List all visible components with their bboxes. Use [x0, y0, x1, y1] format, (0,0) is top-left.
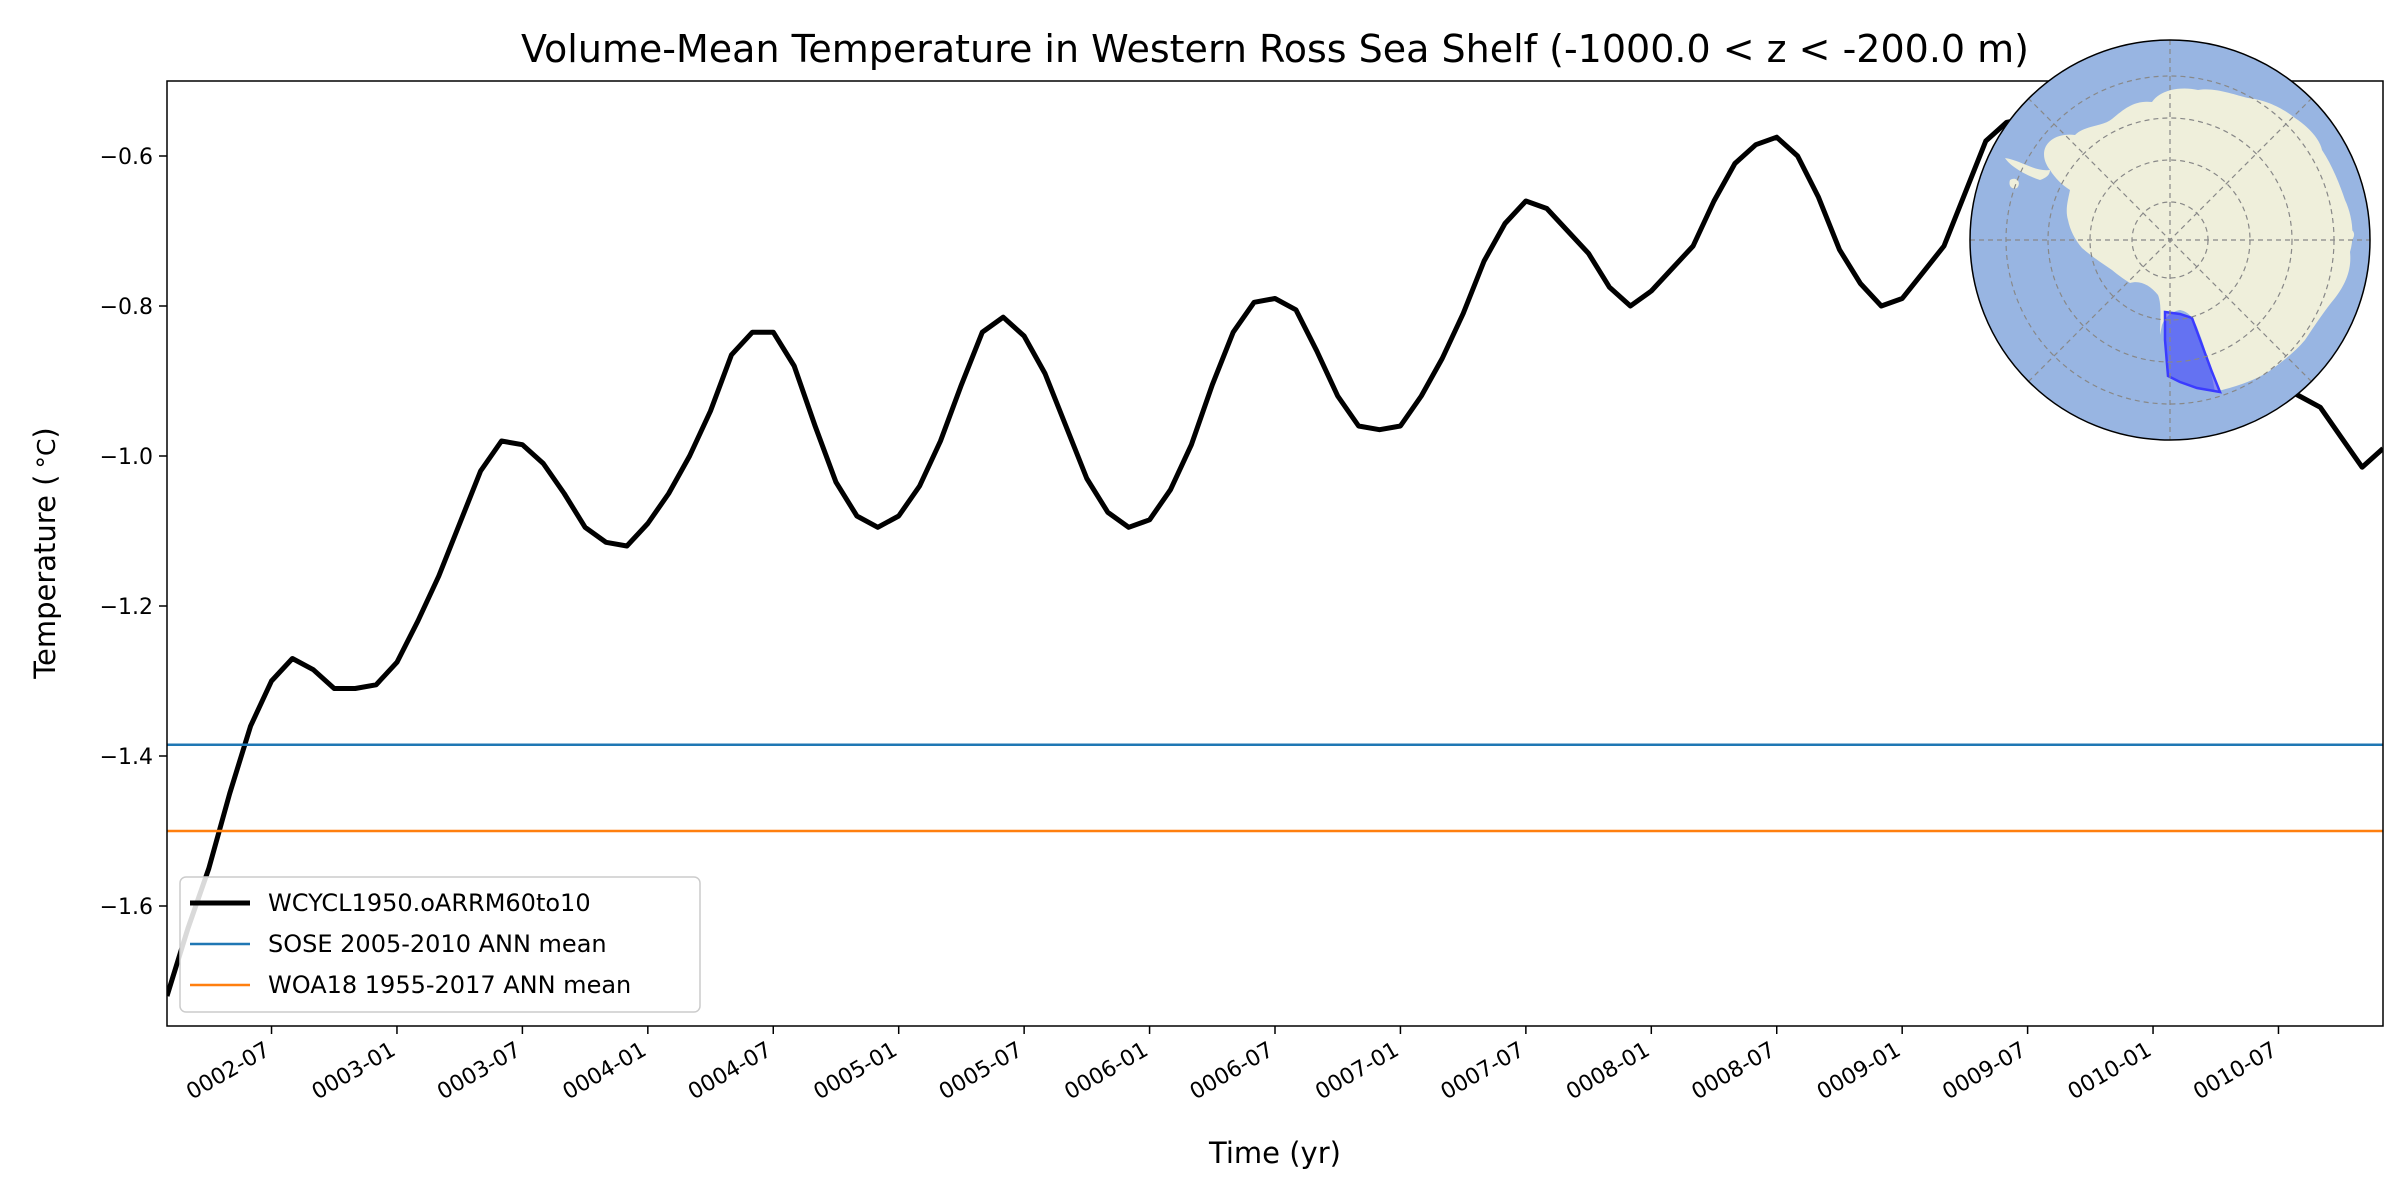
y-tick-label: −0.8	[100, 295, 153, 320]
x-tick-label: 0008-07	[1688, 1038, 1780, 1106]
globe-outline	[1969, 39, 2371, 441]
legend-box	[179, 876, 701, 1013]
graticule	[1970, 40, 2370, 440]
region-inset-map	[1969, 39, 2371, 441]
y-tick-label: −1.0	[100, 445, 153, 470]
y-axis-label-close: )	[28, 427, 62, 438]
x-axis-label: Time (yr)	[1208, 1136, 1341, 1170]
y-tick-label: −1.2	[100, 595, 153, 620]
y-axis-label-text: Temperature (	[28, 475, 62, 680]
x-tick-label: 0009-07	[1938, 1038, 2030, 1106]
x-tick-label: 0004-07	[684, 1038, 776, 1106]
y-axis-label: Temperature ( °C)	[28, 427, 62, 680]
x-tick-label: 0010-01	[2064, 1038, 2156, 1106]
island-west	[2009, 178, 2019, 189]
legend-label-model: WCYCL1950.oARRM60to10	[268, 889, 591, 917]
y-tick-label: −1.4	[100, 745, 153, 770]
x-tick-label: 0002-07	[182, 1038, 274, 1106]
legend: WCYCL1950.oARRM60to10 SOSE 2005-2010 ANN…	[179, 876, 701, 1013]
x-tick-label: 0005-01	[810, 1038, 902, 1106]
western-ross-sea-region	[2163, 310, 2222, 394]
legend-label-sose: SOSE 2005-2010 ANN mean	[268, 930, 607, 958]
axes-frame	[166, 80, 2384, 1027]
x-tick-label: 0006-01	[1060, 1038, 1152, 1106]
x-tick-label: 0003-07	[433, 1038, 525, 1106]
y-axis-label-unit: °C	[32, 439, 61, 469]
y-tick-label: −0.6	[100, 145, 153, 170]
x-tick-label: 0003-01	[308, 1038, 400, 1106]
legend-label-woa: WOA18 1955-2017 ANN mean	[268, 971, 631, 999]
x-tick-label: 0006-07	[1186, 1038, 1278, 1106]
y-tick-label: −1.6	[100, 895, 153, 920]
x-tick-label: 0004-01	[559, 1038, 651, 1106]
x-tick-label: 0007-01	[1311, 1038, 1403, 1106]
x-tick-label: 0010-07	[2189, 1038, 2281, 1106]
x-tick-label: 0008-01	[1562, 1038, 1654, 1106]
x-tick-label: 0005-07	[935, 1038, 1027, 1106]
x-tick-label: 0007-07	[1437, 1038, 1529, 1106]
x-tick-label: 0009-01	[1813, 1038, 1905, 1106]
antarctic-peninsula	[2005, 158, 2050, 180]
chart-title: Volume-Mean Temperature in Western Ross …	[521, 27, 2029, 71]
island-east	[2339, 228, 2355, 242]
